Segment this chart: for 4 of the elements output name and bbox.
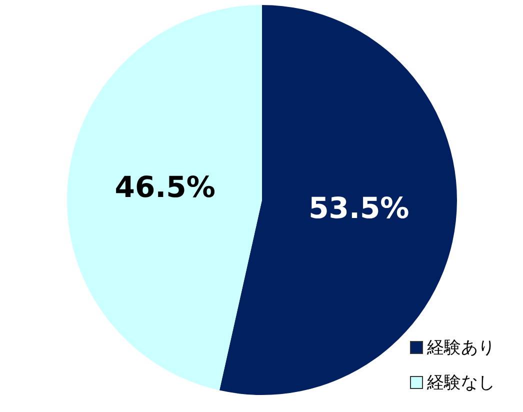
data-label: 46.5% — [114, 170, 216, 204]
legend-label: 経験なし — [427, 372, 495, 394]
data-label: 53.5% — [308, 191, 410, 226]
legend-label: 経験あり — [427, 337, 495, 359]
